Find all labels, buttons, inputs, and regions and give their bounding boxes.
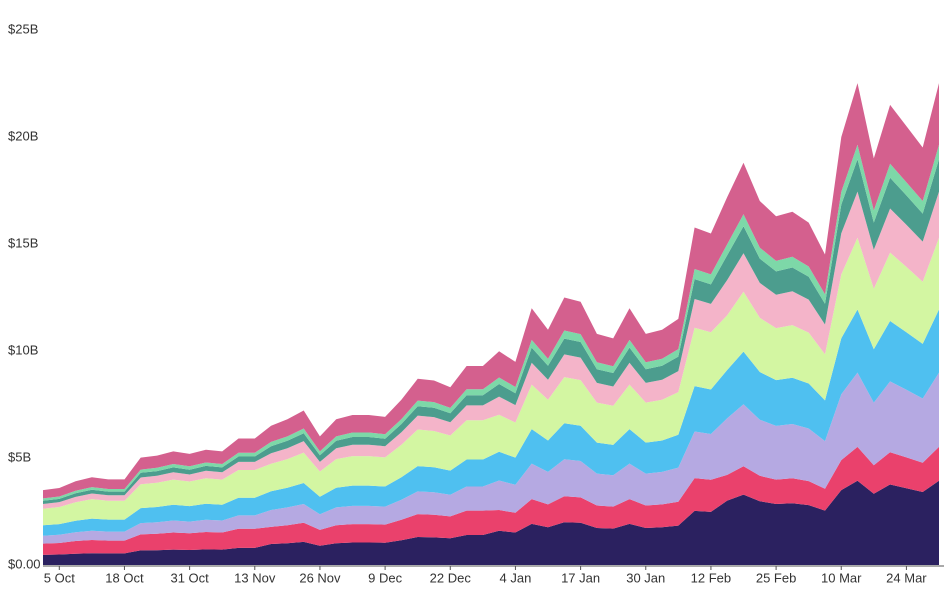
- x-tick-label: 10 Mar: [821, 570, 862, 585]
- x-tick-label: 26 Nov: [299, 570, 341, 585]
- x-tick-label: 30 Jan: [626, 570, 665, 585]
- area-layer: [43, 191, 939, 509]
- y-tick-label: $10B: [8, 342, 38, 357]
- x-tick-label: 24 Mar: [886, 570, 927, 585]
- area-layer: [43, 159, 939, 505]
- area-layer: [43, 83, 939, 499]
- x-tick-label: 4 Jan: [500, 570, 532, 585]
- area-layer: [43, 480, 939, 565]
- x-tick-label: 18 Oct: [105, 570, 144, 585]
- y-tick-label: $20B: [8, 128, 38, 143]
- area-layer: [43, 237, 939, 526]
- area-layer: [43, 372, 939, 544]
- x-tick-label: 9 Dec: [368, 570, 402, 585]
- x-tick-label: 22 Dec: [430, 570, 472, 585]
- x-tick-label: 13 Nov: [234, 570, 276, 585]
- area-layer: [43, 446, 939, 555]
- x-tick-label: 17 Jan: [561, 570, 600, 585]
- x-tick-label: 25 Feb: [756, 570, 796, 585]
- x-tick-label: 5 Oct: [44, 570, 75, 585]
- area-layer: [43, 309, 939, 536]
- y-tick-label: $25B: [8, 21, 38, 36]
- x-tick-label: 12 Feb: [691, 570, 731, 585]
- y-tick-label: $0.00: [8, 556, 41, 571]
- y-tick-label: $15B: [8, 235, 38, 250]
- area-layer: [43, 144, 939, 501]
- y-tick-label: $5B: [8, 449, 31, 464]
- x-tick-label: 31 Oct: [170, 570, 209, 585]
